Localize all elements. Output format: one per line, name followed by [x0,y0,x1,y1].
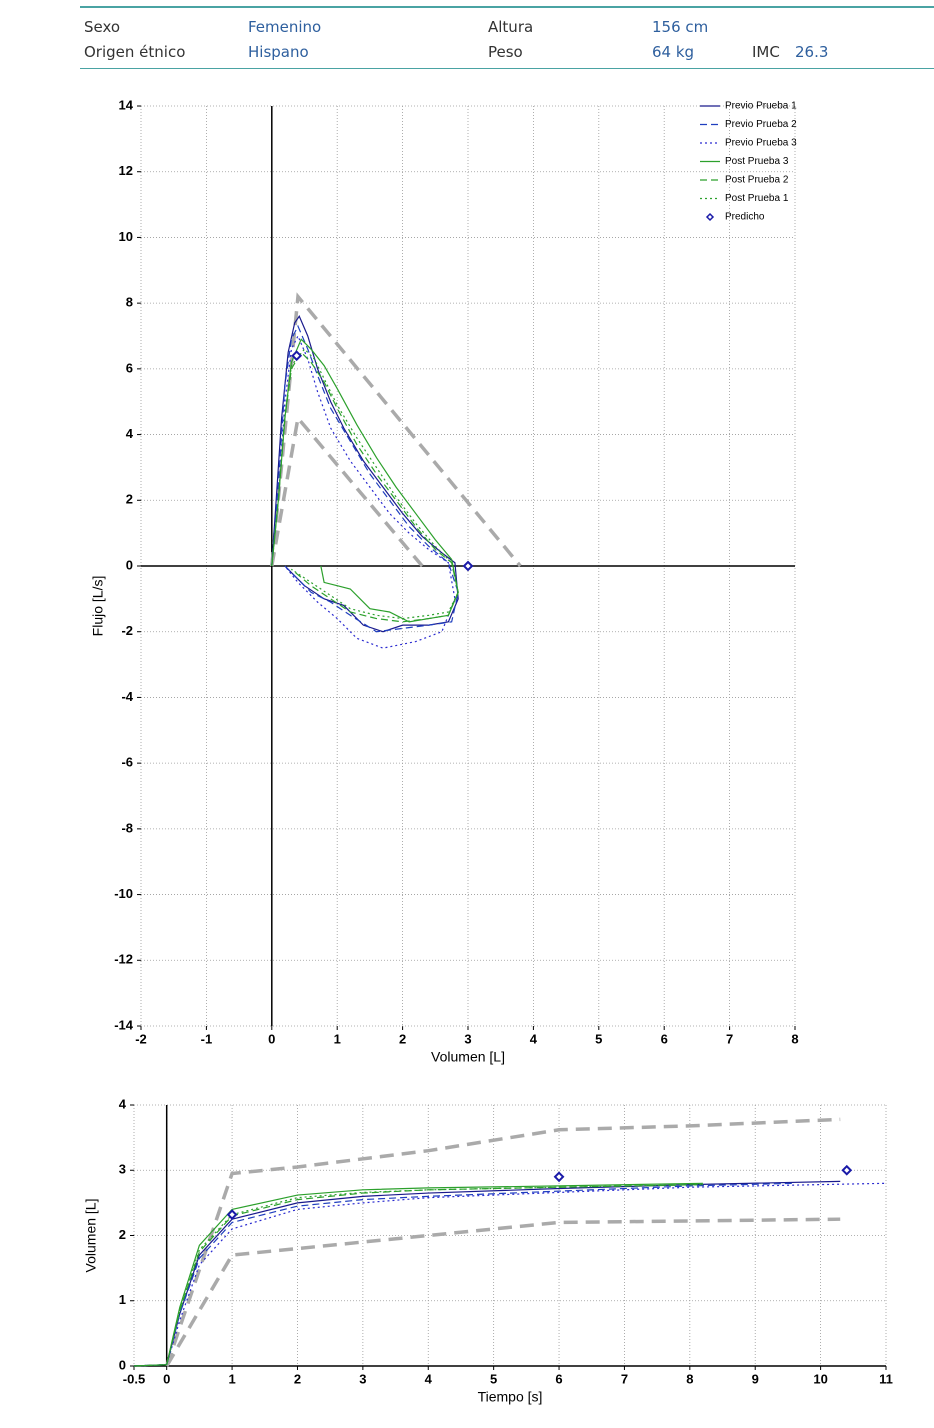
x-tick-label: 1 [228,1371,235,1386]
y-tick-label: 8 [126,295,133,310]
y-tick-label: 2 [119,1227,126,1242]
x-tick-label: 0 [163,1371,170,1386]
field-label: Peso [488,43,523,61]
series-line [271,338,459,623]
field-label: Altura [488,18,534,36]
divider [80,68,934,69]
reference-line [270,414,424,568]
series-line [271,334,456,649]
reference-line [165,1117,841,1367]
divider [80,6,934,8]
predicted-marker [226,1209,238,1221]
y-tick-label: 3 [119,1162,126,1177]
x-axis-title: Volumen [L] [431,1049,505,1065]
y-axis-title: Volumen [L] [83,1199,99,1273]
predicted-marker [841,1164,853,1176]
y-tick-label: 4 [126,426,134,441]
y-tick-label: -8 [121,820,133,835]
series-line [133,1182,887,1367]
patient-header: Sexo Femenino Altura 156 cm Origen étnico His… [0,0,934,70]
x-tick-label: 11 [879,1371,893,1386]
x-tick-label: 3 [359,1371,366,1386]
legend-label: Post Prueba 1 [725,193,789,204]
x-tick-label: 2 [399,1031,406,1046]
field-value: 64 kg [652,43,695,61]
x-tick-label: 5 [490,1371,497,1386]
series-line [271,348,459,620]
field-value: Hispano [248,43,309,61]
y-tick-label: -12 [114,952,133,967]
y-tick-label: 0 [126,557,133,572]
series-line [133,1182,703,1367]
x-tick-label: 5 [595,1031,602,1046]
x-tick-label: 6 [555,1371,562,1386]
series-line [133,1180,841,1367]
y-axis-title: Flujo [L/s] [90,576,106,637]
y-tick-label: 14 [119,97,134,112]
legend-label: Post Prueba 3 [725,156,789,167]
series-line [271,324,459,633]
field-value: 26.3 [795,43,829,61]
x-tick-label: 10 [813,1371,827,1386]
legend-label: Post Prueba 2 [725,175,789,186]
field-label: IMC [752,43,780,61]
x-tick-label: 0 [268,1031,275,1046]
x-tick-label: 4 [425,1371,433,1386]
y-tick-label: -4 [121,689,133,704]
x-tick-label: -2 [135,1031,147,1046]
reference-line [165,1217,841,1367]
y-tick-label: 4 [119,1096,127,1111]
x-tick-label: 8 [791,1031,798,1046]
x-tick-label: 3 [464,1031,471,1046]
field-label: Sexo [84,18,121,36]
x-tick-label: 2 [294,1371,301,1386]
field-value: Femenino [248,18,322,36]
y-tick-label: -6 [121,755,133,770]
y-tick-label: 0 [119,1357,126,1372]
x-tick-label: 6 [661,1031,668,1046]
x-tick-label: -1 [201,1031,213,1046]
field-value: 156 cm [652,18,709,36]
x-axis-title: Tiempo [s] [478,1389,543,1405]
predicted-marker [462,560,474,572]
y-tick-label: 1 [119,1292,126,1307]
legend-label: Previo Prueba 1 [725,101,797,112]
predicted-marker [291,350,303,362]
x-tick-label: -0.5 [123,1371,145,1386]
x-tick-label: 7 [621,1371,628,1386]
legend-label: Previo Prueba 2 [725,119,797,130]
x-tick-label: 1 [334,1031,341,1046]
y-tick-label: 2 [126,492,133,507]
y-tick-label: -10 [114,886,133,901]
y-tick-label: -14 [114,1017,134,1032]
x-tick-label: 4 [530,1031,538,1046]
x-tick-label: 7 [726,1031,733,1046]
predicted-marker [553,1171,565,1183]
x-tick-label: 9 [752,1371,759,1386]
y-tick-label: 12 [119,163,133,178]
x-tick-label: 8 [686,1371,693,1386]
field-label: Origen étnico [84,43,186,61]
legend-swatch [705,212,715,222]
series-line [133,1184,703,1367]
legend-label: Previo Prueba 3 [725,138,797,149]
legend-label: Predicho [725,212,765,223]
y-tick-label: 10 [119,229,133,244]
y-tick-label: -2 [121,623,133,638]
y-tick-label: 6 [126,360,133,375]
